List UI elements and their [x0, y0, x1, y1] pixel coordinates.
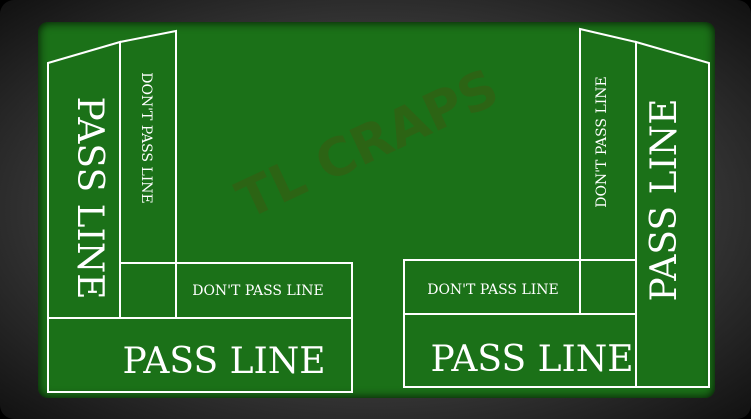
- left-betting-area: PASS LINE DON'T PASS LINE DON'T PASS LIN…: [47, 29, 353, 393]
- left-dont-pass-vertical[interactable]: DON'T PASS LINE: [119, 29, 177, 264]
- left-dont-pass-horizontal[interactable]: DON'T PASS LINE: [175, 262, 353, 319]
- right-pass-line-vertical-label: PASS LINE: [644, 99, 685, 302]
- left-corner-box: [119, 262, 177, 319]
- right-pass-line-horizontal[interactable]: PASS LINE: [403, 313, 636, 388]
- tl-craps-logo: TL CRAPS: [228, 58, 508, 231]
- right-corner-box: [579, 259, 637, 315]
- right-dont-pass-horizontal-label: DON'T PASS LINE: [427, 282, 559, 298]
- left-dont-pass-vertical-label: DON'T PASS LINE: [138, 72, 154, 204]
- right-dont-pass-horizontal[interactable]: DON'T PASS LINE: [403, 259, 581, 315]
- left-dont-pass-horizontal-label: DON'T PASS LINE: [192, 283, 324, 299]
- right-pass-line-vertical[interactable]: PASS LINE: [635, 40, 710, 388]
- left-pass-line-vertical-label: PASS LINE: [69, 97, 110, 300]
- right-dont-pass-vertical-label: DON'T PASS LINE: [594, 76, 610, 208]
- right-dont-pass-vertical[interactable]: DON'T PASS LINE: [579, 27, 637, 261]
- right-pass-line-horizontal-label: PASS LINE: [431, 339, 634, 380]
- left-pass-line-horizontal[interactable]: PASS LINE: [47, 317, 353, 393]
- craps-felt: [38, 22, 715, 398]
- left-pass-line-vertical[interactable]: PASS LINE: [47, 40, 121, 319]
- right-betting-area: PASS LINE DON'T PASS LINE DON'T PASS LIN…: [403, 27, 710, 388]
- left-pass-line-horizontal-label: PASS LINE: [123, 341, 326, 382]
